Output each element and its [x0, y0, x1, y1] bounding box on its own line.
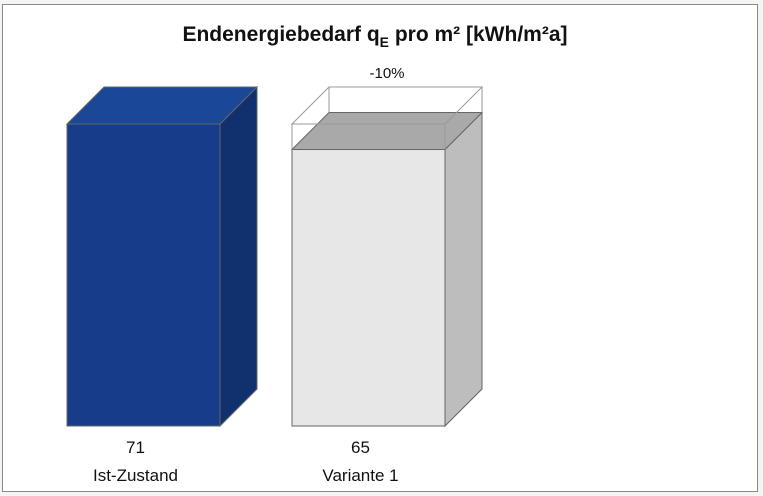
- category-label-2: Variante 1: [322, 466, 398, 485]
- chart-title: Endenergiebedarf qE pro m² [kWh/m²a]: [182, 23, 567, 50]
- bar-chart: Endenergiebedarf qE pro m² [kWh/m²a] 71 I…: [65, 23, 568, 485]
- bar-side-2: [444, 111, 483, 428]
- chart-frame: Endenergiebedarf qE pro m² [kWh/m²a] 71 I…: [2, 4, 758, 492]
- bars-group: 71 Ist-Zustand 65 Variante 1: [65, 85, 484, 485]
- bar-side-1: [219, 85, 258, 428]
- bar-front-2: [291, 149, 446, 427]
- value-label-2: 65: [351, 438, 370, 457]
- bar-front-1: [66, 123, 221, 427]
- category-label-1: Ist-Zustand: [93, 466, 178, 485]
- change-annotation: -10%: [369, 65, 404, 82]
- value-label-1: 71: [126, 438, 145, 457]
